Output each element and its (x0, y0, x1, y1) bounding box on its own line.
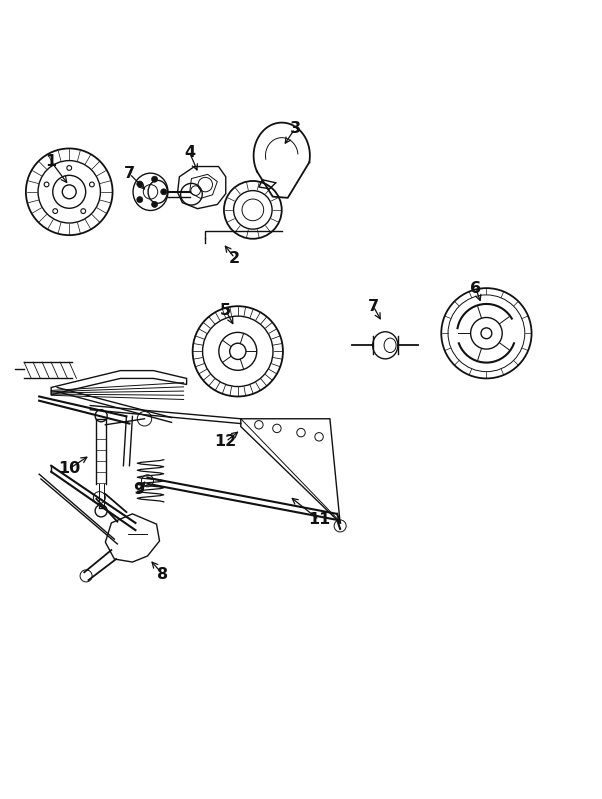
Text: 9: 9 (133, 483, 144, 497)
Text: 12: 12 (215, 434, 237, 449)
Text: 2: 2 (229, 251, 240, 265)
Text: 11: 11 (308, 512, 330, 527)
Text: 4: 4 (184, 145, 195, 160)
Circle shape (67, 165, 72, 170)
Circle shape (53, 209, 58, 213)
Text: 1: 1 (46, 154, 57, 169)
Text: 7: 7 (368, 299, 379, 314)
Text: 8: 8 (157, 566, 168, 582)
Text: 10: 10 (58, 461, 80, 476)
Circle shape (161, 189, 167, 195)
Circle shape (90, 182, 95, 187)
Circle shape (137, 197, 143, 203)
Circle shape (152, 201, 158, 208)
Circle shape (137, 181, 143, 187)
Circle shape (44, 182, 49, 187)
Polygon shape (51, 371, 187, 395)
Circle shape (152, 177, 158, 182)
Text: 5: 5 (220, 303, 231, 318)
Text: 6: 6 (470, 280, 481, 296)
Circle shape (81, 209, 85, 213)
Text: 7: 7 (124, 166, 135, 181)
Text: 3: 3 (290, 121, 300, 136)
